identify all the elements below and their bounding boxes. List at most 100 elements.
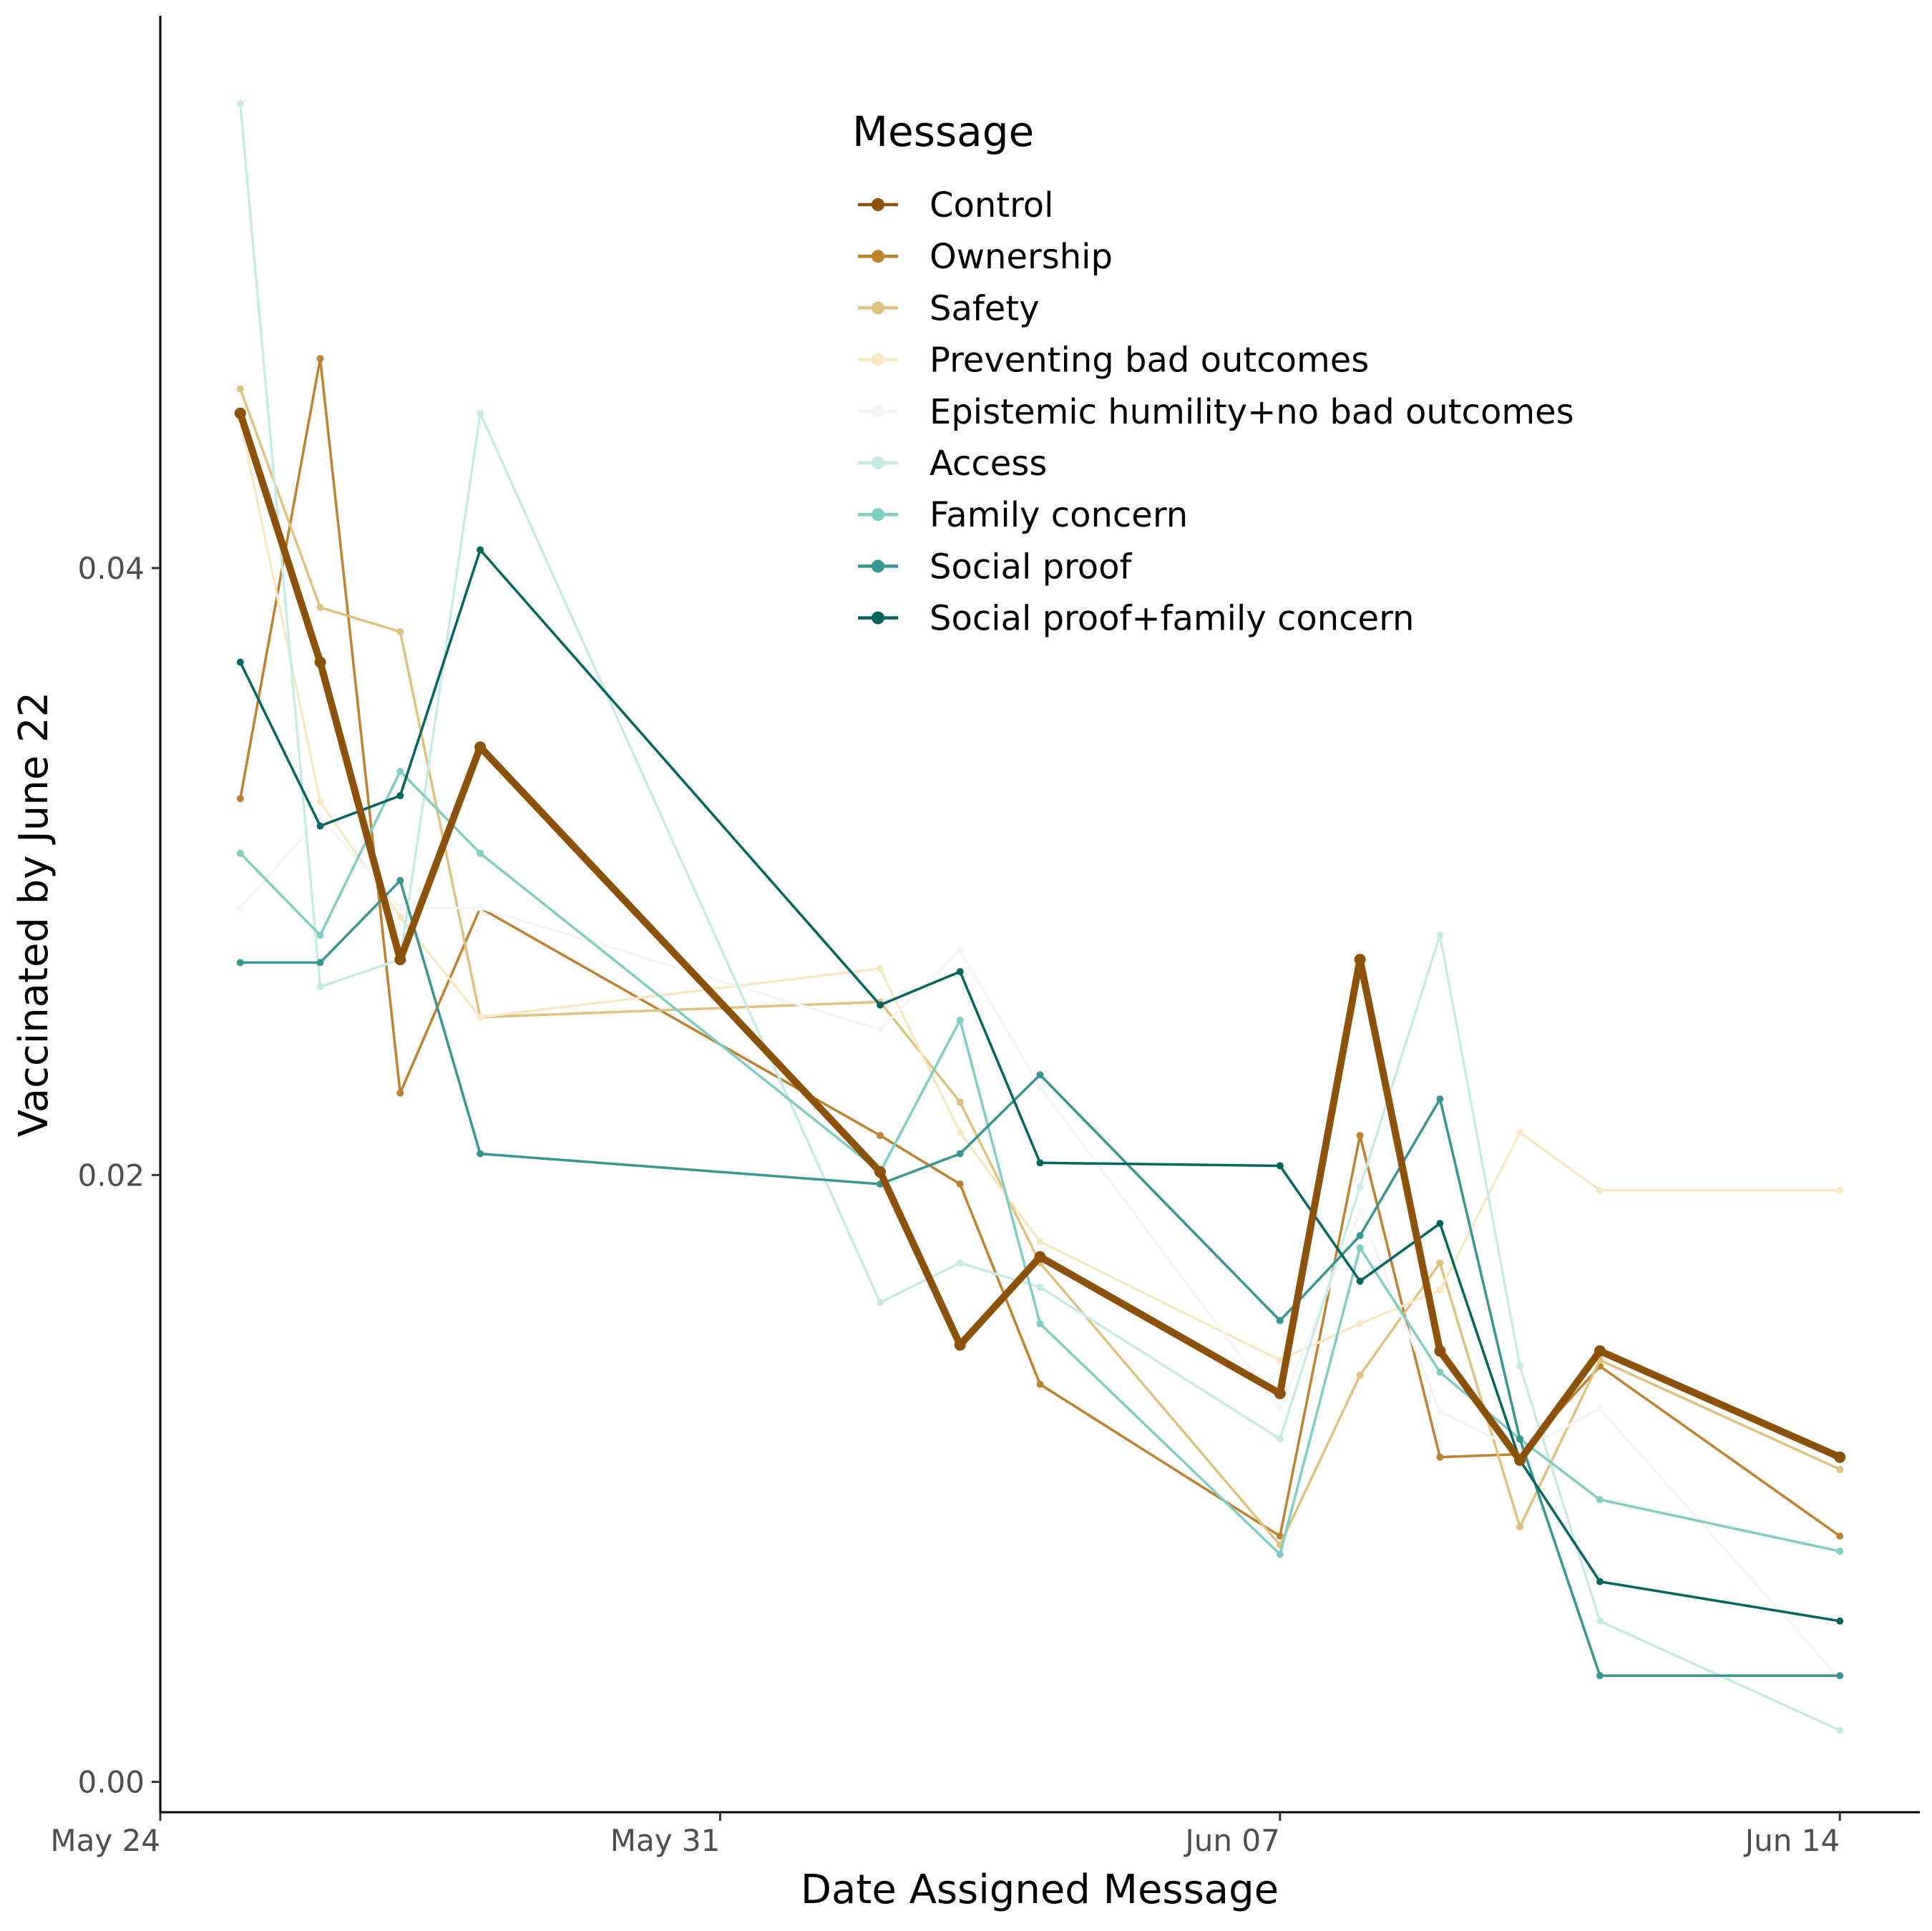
- legend-key-point: [872, 353, 884, 366]
- data-point: [1276, 1532, 1284, 1540]
- data-point: [956, 1128, 964, 1136]
- series-line: [240, 879, 1840, 1677]
- data-point: [1356, 1208, 1364, 1216]
- data-point: [477, 849, 484, 857]
- data-point: [316, 604, 324, 612]
- x-axis-ticks: May 24 May 31 Jun 07 Jun 14: [50, 1812, 1841, 1858]
- data-point: [1836, 1617, 1844, 1625]
- data-point: [1596, 1617, 1604, 1625]
- data-point: [236, 100, 244, 107]
- legend-item: Access: [858, 444, 1047, 484]
- data-point: [1276, 1435, 1284, 1443]
- series-layer: [234, 100, 1846, 1734]
- data-point: [396, 913, 404, 921]
- legend-item: Control: [858, 185, 1054, 225]
- data-point: [1596, 1404, 1604, 1412]
- data-point: [1036, 1083, 1044, 1091]
- legend-key-point: [872, 508, 884, 522]
- legend-item: Social proof+family concern: [858, 599, 1414, 639]
- data-point: [316, 932, 324, 939]
- data-point: [1436, 932, 1444, 939]
- data-point: [874, 1166, 886, 1178]
- data-point: [1436, 1259, 1444, 1267]
- legend-item: Preventing bad outcomes: [858, 341, 1369, 381]
- legend-item: Ownership: [858, 237, 1113, 277]
- data-point: [877, 964, 884, 972]
- data-point: [1036, 1159, 1044, 1167]
- y-axis-ticks: 0.00 0.02 0.04: [77, 551, 160, 1800]
- y-tick-label: 0.00: [77, 1765, 145, 1800]
- data-point: [477, 1013, 484, 1021]
- data-point: [236, 385, 244, 393]
- data-point: [956, 947, 964, 954]
- data-point: [1594, 1345, 1606, 1357]
- data-point: [877, 1025, 884, 1033]
- data-point: [1516, 1128, 1524, 1136]
- data-point: [1036, 1380, 1044, 1388]
- data-point: [1514, 1455, 1526, 1466]
- data-point: [1434, 1345, 1446, 1357]
- data-point: [394, 954, 406, 966]
- data-point: [1596, 1578, 1604, 1585]
- y-axis-title: Vaccinated by June 22: [11, 692, 57, 1137]
- data-point: [1356, 1320, 1364, 1328]
- x-axis-title: Date Assigned Message: [801, 1867, 1279, 1913]
- data-point: [1356, 1132, 1364, 1140]
- data-point: [1516, 1523, 1524, 1531]
- data-point: [396, 768, 404, 776]
- legend-label: Safety: [930, 288, 1040, 328]
- data-point: [236, 795, 244, 803]
- data-point: [236, 849, 244, 857]
- data-point: [1596, 1186, 1604, 1194]
- x-tick-label: May 24: [50, 1823, 160, 1858]
- y-tick-label: 0.04: [77, 551, 145, 586]
- data-point: [1276, 1550, 1284, 1558]
- data-point: [1436, 1369, 1444, 1376]
- data-point: [316, 822, 324, 830]
- data-point: [234, 407, 246, 419]
- data-point: [1036, 1238, 1044, 1246]
- data-point: [1436, 1408, 1444, 1416]
- data-point: [1036, 1071, 1044, 1079]
- data-point: [1356, 1277, 1364, 1285]
- legend-label: Family concern: [930, 495, 1188, 535]
- legend-label: Social proof+family concern: [930, 599, 1414, 639]
- data-point: [1596, 1672, 1604, 1680]
- data-point: [316, 959, 324, 967]
- data-point: [1516, 1435, 1524, 1443]
- series-epistemic-humility-no-bad-outcomes: [236, 813, 1844, 1683]
- series-line: [239, 816, 1841, 1680]
- data-point: [956, 1017, 964, 1024]
- legend-item: Social proof: [858, 547, 1132, 587]
- data-point: [956, 1098, 964, 1106]
- data-point: [477, 546, 484, 554]
- data-point: [1276, 1356, 1284, 1364]
- data-point: [956, 1150, 964, 1158]
- data-point: [1276, 1162, 1284, 1170]
- legend-item: Family concern: [858, 495, 1188, 535]
- data-point: [236, 959, 244, 967]
- data-point: [396, 628, 404, 635]
- data-point: [877, 1132, 884, 1140]
- data-point: [1836, 1186, 1844, 1194]
- data-point: [877, 1299, 884, 1306]
- data-point: [316, 798, 324, 806]
- data-point: [1836, 1672, 1844, 1680]
- data-point: [316, 813, 324, 821]
- data-point: [1836, 1726, 1844, 1734]
- legend-key-point: [872, 301, 884, 315]
- data-point: [1034, 1251, 1046, 1263]
- data-point: [1276, 1404, 1284, 1412]
- legend-label: Ownership: [930, 237, 1113, 277]
- data-point: [1276, 1316, 1284, 1324]
- data-point: [474, 741, 487, 753]
- x-tick-label: Jun 14: [1743, 1823, 1840, 1858]
- legend-label: Social proof: [930, 547, 1132, 587]
- data-point: [1274, 1387, 1286, 1399]
- x-tick-label: Jun 07: [1183, 1823, 1279, 1858]
- legend-label: Preventing bad outcomes: [930, 341, 1369, 381]
- series-social-proof: [236, 876, 1844, 1680]
- data-point: [396, 904, 404, 911]
- data-point: [396, 876, 404, 884]
